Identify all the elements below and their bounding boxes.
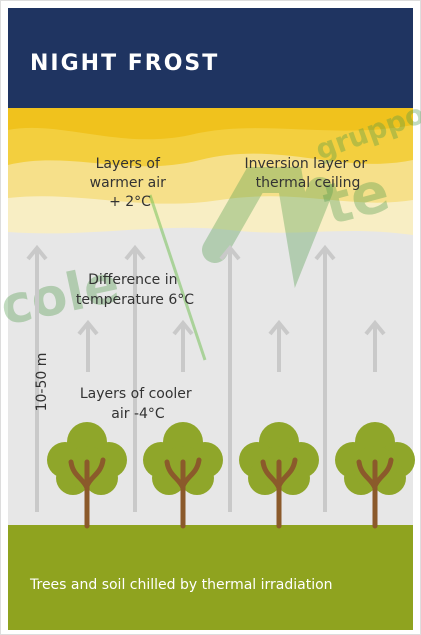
label-line: + 2°C	[109, 194, 151, 210]
header-bar	[8, 8, 413, 108]
header-title: NIGHT FROST	[30, 51, 219, 76]
height-label: 10-50 m	[34, 353, 50, 412]
difference-label: Difference in temperature 6°C	[76, 272, 194, 308]
label-line: warmer air	[90, 175, 166, 191]
warmer-label: Layers of warmer air + 2°C	[90, 156, 171, 210]
label-line: Inversion layer or	[244, 156, 367, 172]
label-line: temperature 6°C	[76, 292, 194, 308]
tree-trunk	[356, 457, 394, 529]
tree	[143, 422, 223, 529]
label-line: Difference in	[88, 272, 177, 288]
tree-trunk	[68, 457, 106, 529]
ground	[8, 525, 413, 630]
tree	[239, 422, 319, 529]
warm-layers	[8, 108, 413, 235]
tree	[47, 422, 127, 529]
inversion-label: Inversion layer or thermal ceiling	[244, 156, 371, 191]
label-line: air -4°C	[111, 406, 165, 422]
trees	[47, 422, 415, 529]
cooler-label: Layers of cooler air -4°C	[80, 386, 196, 422]
tree	[335, 422, 415, 529]
label-line: Layers of cooler	[80, 386, 192, 402]
tree-trunk	[260, 457, 298, 529]
label-line: Layers of	[96, 156, 161, 172]
arrows	[26, 244, 386, 512]
tree-trunk	[164, 457, 202, 529]
label-line: thermal ceiling	[256, 175, 361, 191]
footer-caption: Trees and soil chilled by thermal irradi…	[29, 577, 333, 593]
